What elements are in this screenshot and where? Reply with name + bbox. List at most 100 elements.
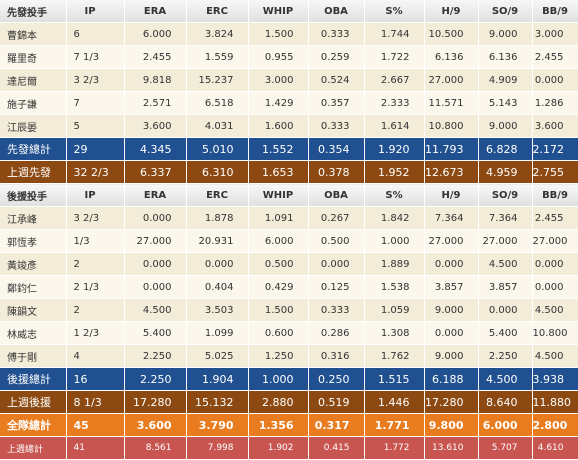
summary-cell: 2.250 <box>124 367 187 391</box>
stat-cell: 9.000 <box>424 344 479 368</box>
stat-cell: 1.722 <box>364 45 425 69</box>
stat-cell: 5.400 <box>124 321 187 345</box>
column-header: OBA <box>308 183 365 207</box>
summary-cell: 1.772 <box>364 436 425 460</box>
stat-cell: 4.031 <box>186 114 249 138</box>
summary-cell: 0.519 <box>308 390 365 414</box>
column-header: WHIP <box>248 0 309 23</box>
summary-cell: 4.500 <box>478 367 533 391</box>
column-header: ERC <box>186 0 249 23</box>
column-header: BB/9 <box>532 183 578 207</box>
stat-cell: 0.333 <box>308 298 365 322</box>
summary-cell: 6.828 <box>478 137 533 161</box>
column-header: ERA <box>124 0 187 23</box>
pitcher-name: 羅里奇 <box>0 45 67 69</box>
stat-cell: 2 <box>66 298 125 322</box>
summary-label: 上週總計 <box>0 436 67 460</box>
column-header: H/9 <box>424 183 479 207</box>
pitcher-row: 黃竣彥 2 0.000 0.000 0.500 0.000 1.889 0.000 4.500 0… <box>0 252 578 276</box>
stat-cell: 0.357 <box>308 91 365 115</box>
summary-cell: 6.310 <box>186 160 249 184</box>
stat-cell: 1.500 <box>248 22 309 46</box>
stat-cell: 20.931 <box>186 229 249 253</box>
stat-cell: 1.500 <box>248 298 309 322</box>
summary-cell: 3.600 <box>124 413 187 437</box>
stat-cell: 7 1/3 <box>66 45 125 69</box>
summary-cell: 2.800 <box>532 413 578 437</box>
pitcher-name: 江辰晏 <box>0 114 67 138</box>
stat-cell: 1.842 <box>364 206 425 230</box>
pitcher-name: 傅于剛 <box>0 344 67 368</box>
stat-cell: 2.250 <box>478 344 533 368</box>
column-header: SO/9 <box>478 0 533 23</box>
stat-cell: 1.559 <box>186 45 249 69</box>
column-header: WHIP <box>248 183 309 207</box>
stat-cell: 0.000 <box>186 252 249 276</box>
stat-cell: 0.267 <box>308 206 365 230</box>
summary-cell: 1.902 <box>248 436 309 460</box>
summary-cell: 0.317 <box>308 413 365 437</box>
stat-cell: 3.503 <box>186 298 249 322</box>
stat-cell: 3.857 <box>424 275 479 299</box>
stat-cell: 4.909 <box>478 68 533 92</box>
summary-cell: 32 2/3 <box>66 160 125 184</box>
stat-cell: 3.000 <box>532 22 578 46</box>
section-title: 先發投手 <box>0 0 67 23</box>
summary-cell: 29 <box>66 137 125 161</box>
stat-cell: 0.000 <box>424 321 479 345</box>
pitcher-row: 傅于剛 4 2.250 5.025 1.250 0.316 1.762 9.000 2.250 4… <box>0 344 578 368</box>
summary-label: 上週先發 <box>0 160 67 184</box>
summary-cell: 13.610 <box>424 436 479 460</box>
pitcher-name: 黃竣彥 <box>0 252 67 276</box>
summary-row: 上週先發 32 2/3 6.337 6.310 1.653 0.378 1.952 12.67… <box>0 160 578 184</box>
stat-cell: 1.614 <box>364 114 425 138</box>
column-header: IP <box>66 0 125 23</box>
stat-cell: 11.571 <box>424 91 479 115</box>
summary-cell: 11.793 <box>424 137 479 161</box>
summary-cell: 1.000 <box>248 367 309 391</box>
pitcher-row: 鄭鈞仁 2 1/3 0.000 0.404 0.429 0.125 1.538 3.857 3.… <box>0 275 578 299</box>
stat-cell: 2 <box>66 252 125 276</box>
stat-cell: 9.000 <box>478 22 533 46</box>
summary-cell: 15.132 <box>186 390 249 414</box>
stat-cell: 15.237 <box>186 68 249 92</box>
summary-label: 先發總計 <box>0 137 67 161</box>
stat-cell: 2.455 <box>532 45 578 69</box>
stat-cell: 6.136 <box>424 45 479 69</box>
stat-cell: 3.857 <box>478 275 533 299</box>
stat-cell: 0.000 <box>308 252 365 276</box>
summary-cell: 17.280 <box>424 390 479 414</box>
stat-cell: 0.500 <box>308 229 365 253</box>
stat-cell: 1 2/3 <box>66 321 125 345</box>
stat-cell: 10.500 <box>424 22 479 46</box>
summary-cell: 1.515 <box>364 367 425 391</box>
stat-cell: 3.600 <box>124 114 187 138</box>
stat-cell: 1.762 <box>364 344 425 368</box>
section-header-row: 先發投手 IP ERA ERC WHIP OBA S% H/9 SO/9 BB/9 <box>0 0 578 23</box>
pitcher-name: 林威志 <box>0 321 67 345</box>
stat-cell: 1.286 <box>532 91 578 115</box>
summary-cell: 16 <box>66 367 125 391</box>
stat-cell: 27.000 <box>478 229 533 253</box>
stat-cell: 2.455 <box>532 206 578 230</box>
summary-cell: 17.280 <box>124 390 187 414</box>
stat-cell: 9.000 <box>478 114 533 138</box>
stat-cell: 27.000 <box>532 229 578 253</box>
stat-cell: 0.259 <box>308 45 365 69</box>
pitcher-name: 曹錦本 <box>0 22 67 46</box>
column-header: OBA <box>308 0 365 23</box>
stat-cell: 5.025 <box>186 344 249 368</box>
stat-cell: 0.316 <box>308 344 365 368</box>
stat-cell: 1.878 <box>186 206 249 230</box>
stat-cell: 2.250 <box>124 344 187 368</box>
stat-cell: 5 <box>66 114 125 138</box>
stat-cell: 0.000 <box>478 298 533 322</box>
pitcher-name: 鄭鈞仁 <box>0 275 67 299</box>
pitcher-row: 陳韻文 2 4.500 3.503 1.500 0.333 1.059 9.000 0.000 4… <box>0 298 578 322</box>
stat-cell: 7.364 <box>478 206 533 230</box>
stat-cell: 4.500 <box>532 344 578 368</box>
summary-row: 上週後援 8 1/3 17.280 15.132 2.880 0.519 1.446 17.2… <box>0 390 578 414</box>
stat-cell: 0.955 <box>248 45 309 69</box>
pitcher-row: 林威志 1 2/3 5.400 1.099 0.600 0.286 1.308 0.000 5.… <box>0 321 578 345</box>
